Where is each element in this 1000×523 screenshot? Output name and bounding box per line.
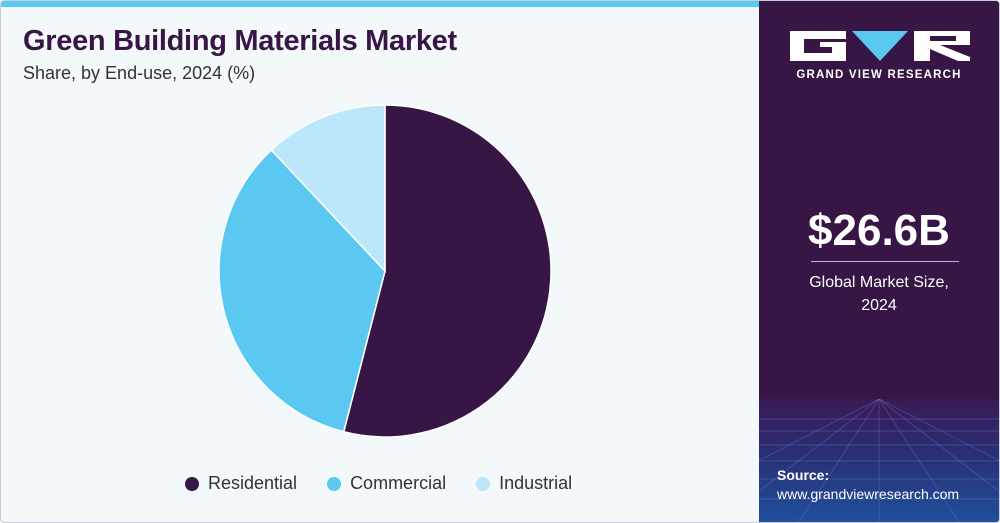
legend-label-residential: Residential (208, 473, 298, 493)
pie-slice-commercial[interactable] (218, 148, 386, 433)
pie-slice-industrial[interactable] (270, 104, 386, 273)
legend-label-commercial: Commercial (350, 473, 447, 493)
chart-subtitle: Share, by End-use, 2024 (%) (23, 63, 256, 83)
legend-item-commercial[interactable]: Commercial (327, 473, 446, 494)
chart-panel: Green Building Materials Market Share, b… (1, 1, 759, 522)
sidebar-footer-background (759, 399, 999, 522)
chart-title: Green Building Materials Market (23, 25, 457, 57)
legend-label-industrial: Industrial (499, 473, 573, 493)
gvr-logo-icon (790, 31, 970, 61)
market-size-value: $26.6B (808, 206, 950, 255)
chart-legend: Residential Commercial Industrial (185, 473, 602, 494)
grid-pattern-decoration (759, 399, 999, 522)
legend-item-industrial[interactable]: Industrial (476, 473, 572, 494)
accent-bar (1, 1, 759, 7)
source-link[interactable]: www.grandviewresearch.com (777, 486, 960, 502)
legend-dot-commercial (327, 476, 342, 491)
brand-name: GRAND VIEW RESEARCH (796, 69, 962, 81)
pie-slice-residential[interactable] (342, 104, 552, 438)
market-size-caption: Global Market Size, 2024 (809, 274, 949, 314)
legend-dot-residential (185, 476, 199, 491)
legend-dot-industrial (476, 476, 491, 491)
pie-chart (218, 104, 552, 438)
info-sidebar: GRAND VIEW RESEARCH $26.6B Global Market… (759, 1, 999, 522)
divider (811, 261, 959, 262)
source-label: Source: (777, 467, 830, 483)
legend-item-residential[interactable]: Residential (185, 473, 297, 494)
